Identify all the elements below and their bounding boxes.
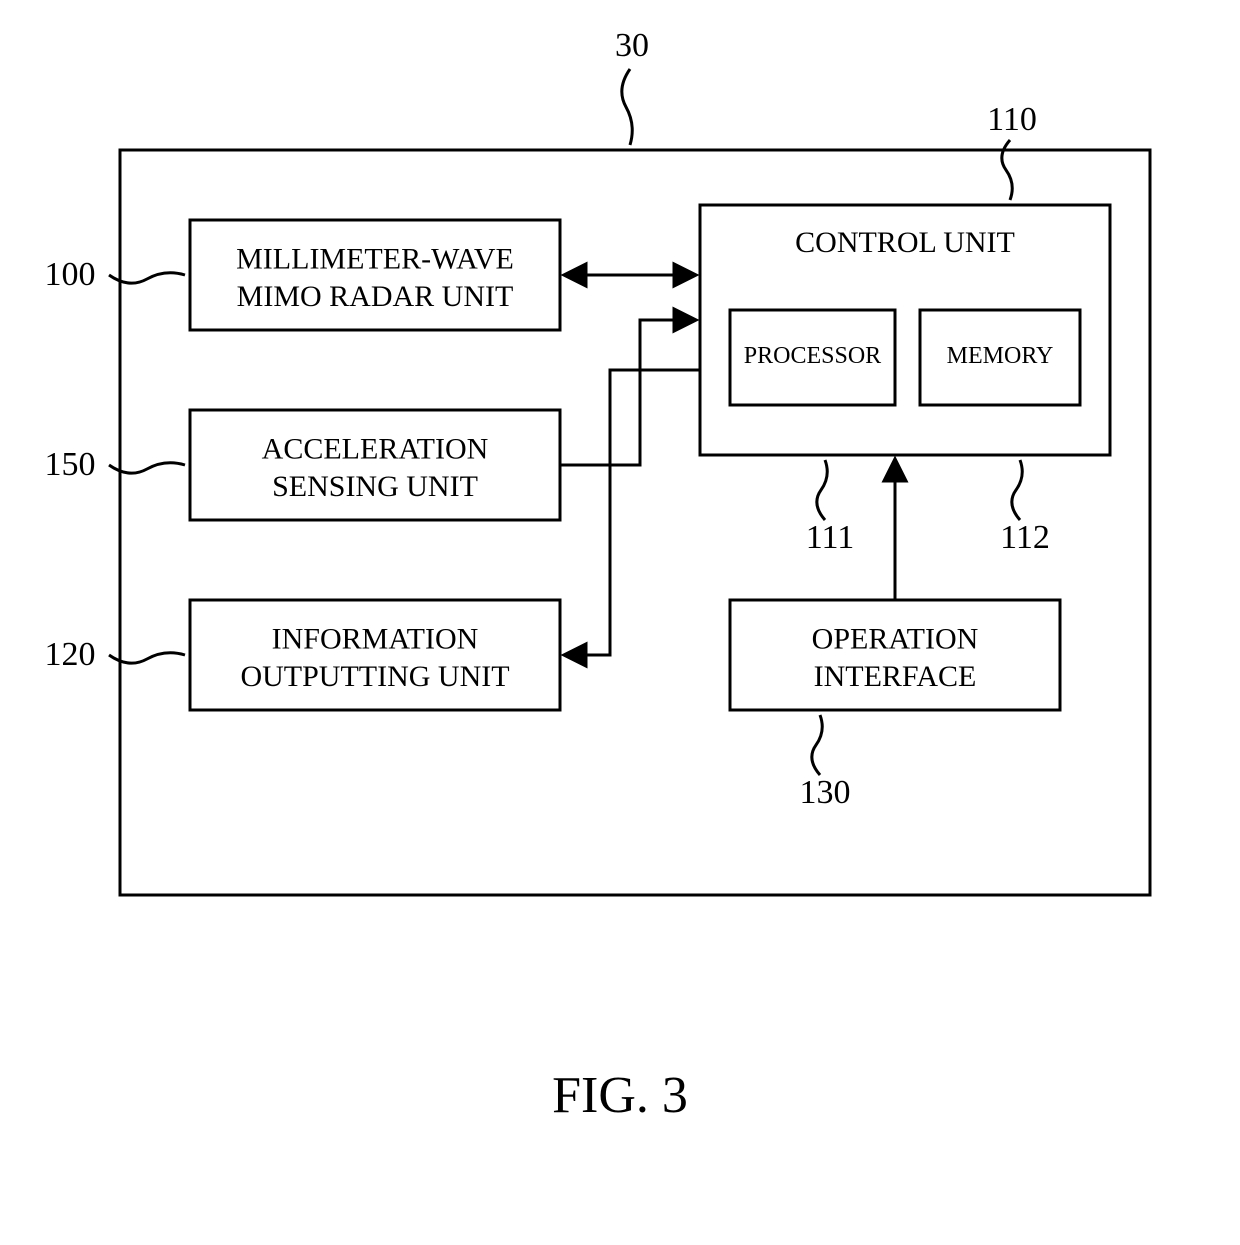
operation-interface-block: OPERATION INTERFACE: [730, 600, 1060, 710]
ref-120: 120: [45, 636, 96, 673]
svg-text:OUTPUTTING UNIT: OUTPUTTING UNIT: [240, 660, 509, 693]
ref-130: 130: [800, 774, 851, 811]
accel-block: ACCELERATION SENSING UNIT: [190, 410, 560, 520]
svg-text:ACCELERATION: ACCELERATION: [262, 433, 489, 466]
ref-112: 112: [1000, 519, 1050, 556]
svg-text:SENSING UNIT: SENSING UNIT: [272, 470, 478, 503]
leader-30: [622, 69, 632, 145]
svg-text:MILLIMETER-WAVE: MILLIMETER-WAVE: [236, 243, 514, 276]
figure-caption: FIG. 3: [552, 1067, 688, 1124]
ref-111: 111: [806, 519, 854, 556]
svg-text:INTERFACE: INTERFACE: [814, 660, 977, 693]
ref-110: 110: [987, 101, 1037, 138]
svg-text:INFORMATION: INFORMATION: [272, 623, 479, 656]
ref-30: 30: [615, 27, 649, 64]
svg-text:PROCESSOR: PROCESSOR: [744, 343, 881, 369]
conn-control-info: [565, 370, 700, 655]
leader-111: [817, 460, 827, 520]
svg-text:MEMORY: MEMORY: [947, 343, 1054, 369]
info-block: INFORMATION OUTPUTTING UNIT: [190, 600, 560, 710]
svg-text:MIMO RADAR UNIT: MIMO RADAR UNIT: [237, 280, 514, 313]
conn-accel-control: [560, 320, 695, 465]
leader-130: [812, 715, 822, 775]
leader-112: [1012, 460, 1022, 520]
radar-block: MILLIMETER-WAVE MIMO RADAR UNIT: [190, 220, 560, 330]
control-unit-block: CONTROL UNIT PROCESSOR MEMORY: [700, 205, 1110, 455]
svg-text:CONTROL UNIT: CONTROL UNIT: [795, 226, 1015, 259]
ref-100: 100: [45, 256, 96, 293]
ref-150: 150: [45, 446, 96, 483]
svg-text:OPERATION: OPERATION: [812, 623, 979, 656]
